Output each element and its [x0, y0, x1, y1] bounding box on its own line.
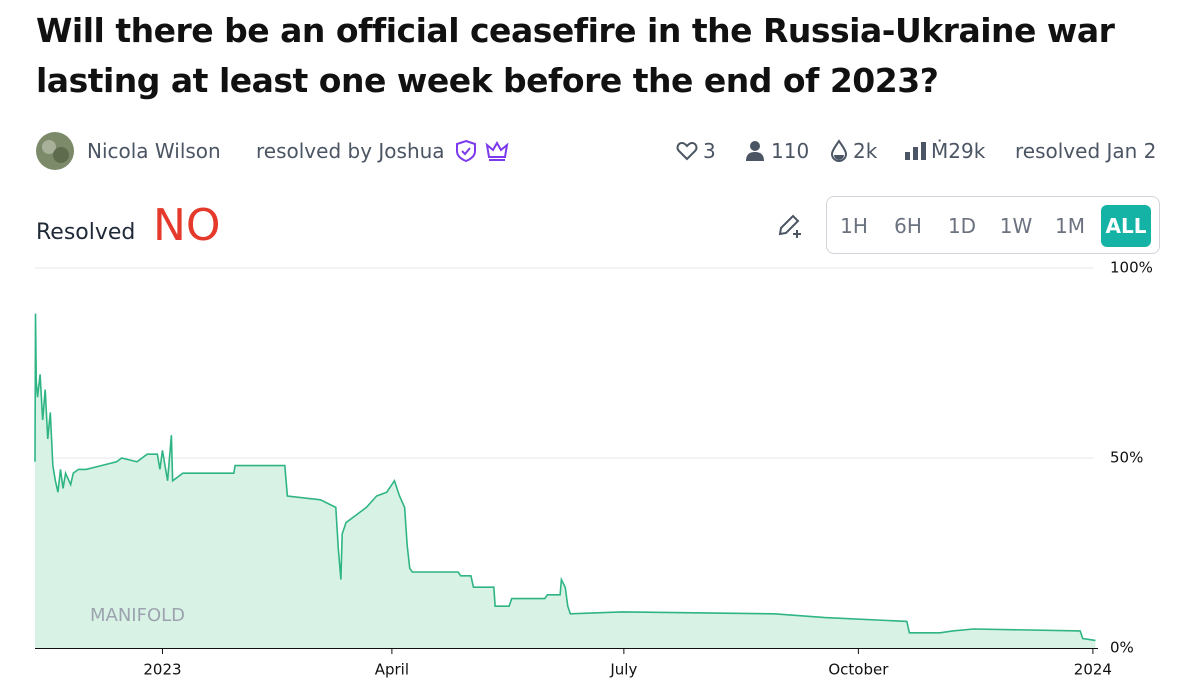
- time-button[interactable]: 1W: [999, 214, 1033, 238]
- x-tick-label: April: [375, 661, 409, 679]
- liquidity-icon: [830, 139, 848, 162]
- heart-icon[interactable]: [676, 141, 698, 161]
- time-range-selector: 1H 6H 1D 1W 1M ALL: [826, 196, 1160, 254]
- probability-line: [34, 313, 1096, 642]
- resolved-label: Resolved: [36, 220, 136, 245]
- trader-icon: [746, 141, 764, 161]
- volume-icon: [905, 142, 926, 160]
- y-tick-label: 0%: [1110, 639, 1134, 657]
- x-tick-label: 2023: [143, 661, 181, 679]
- traders: 110: [771, 139, 810, 163]
- x-tick-label: July: [609, 661, 637, 679]
- time-button[interactable]: 1M: [1055, 214, 1085, 238]
- market-title: Will there be an official ceasefire in t…: [36, 11, 1115, 100]
- badges: [456, 139, 509, 163]
- y-tick-label: 50%: [1110, 449, 1143, 467]
- time-button[interactable]: ALL: [1101, 205, 1151, 247]
- watermark: MANIFOLD: [90, 605, 186, 626]
- author-name[interactable]: Nicola Wilson: [87, 139, 221, 163]
- avatar[interactable]: [35, 131, 75, 171]
- time-button[interactable]: 1H: [840, 214, 868, 238]
- time-button[interactable]: 6H: [894, 214, 922, 238]
- resolution-outcome: NO: [153, 200, 221, 251]
- resolved-date: resolved Jan 2: [1015, 139, 1157, 163]
- chart: 0% 50% 100% 2023 April July October 2024: [34, 259, 1153, 679]
- area-fill: [35, 313, 1096, 648]
- likes: 3: [703, 139, 716, 163]
- liquidity: 2k: [853, 139, 878, 163]
- x-tick-label: 2024: [1074, 661, 1112, 679]
- edit-icon[interactable]: [776, 212, 804, 240]
- volume: Ṁ29k: [931, 139, 986, 163]
- time-button[interactable]: 1D: [947, 214, 977, 238]
- y-tick-label: 100%: [1110, 259, 1153, 277]
- resolver: resolved by Joshua: [256, 139, 445, 163]
- x-tick-label: October: [828, 661, 889, 679]
